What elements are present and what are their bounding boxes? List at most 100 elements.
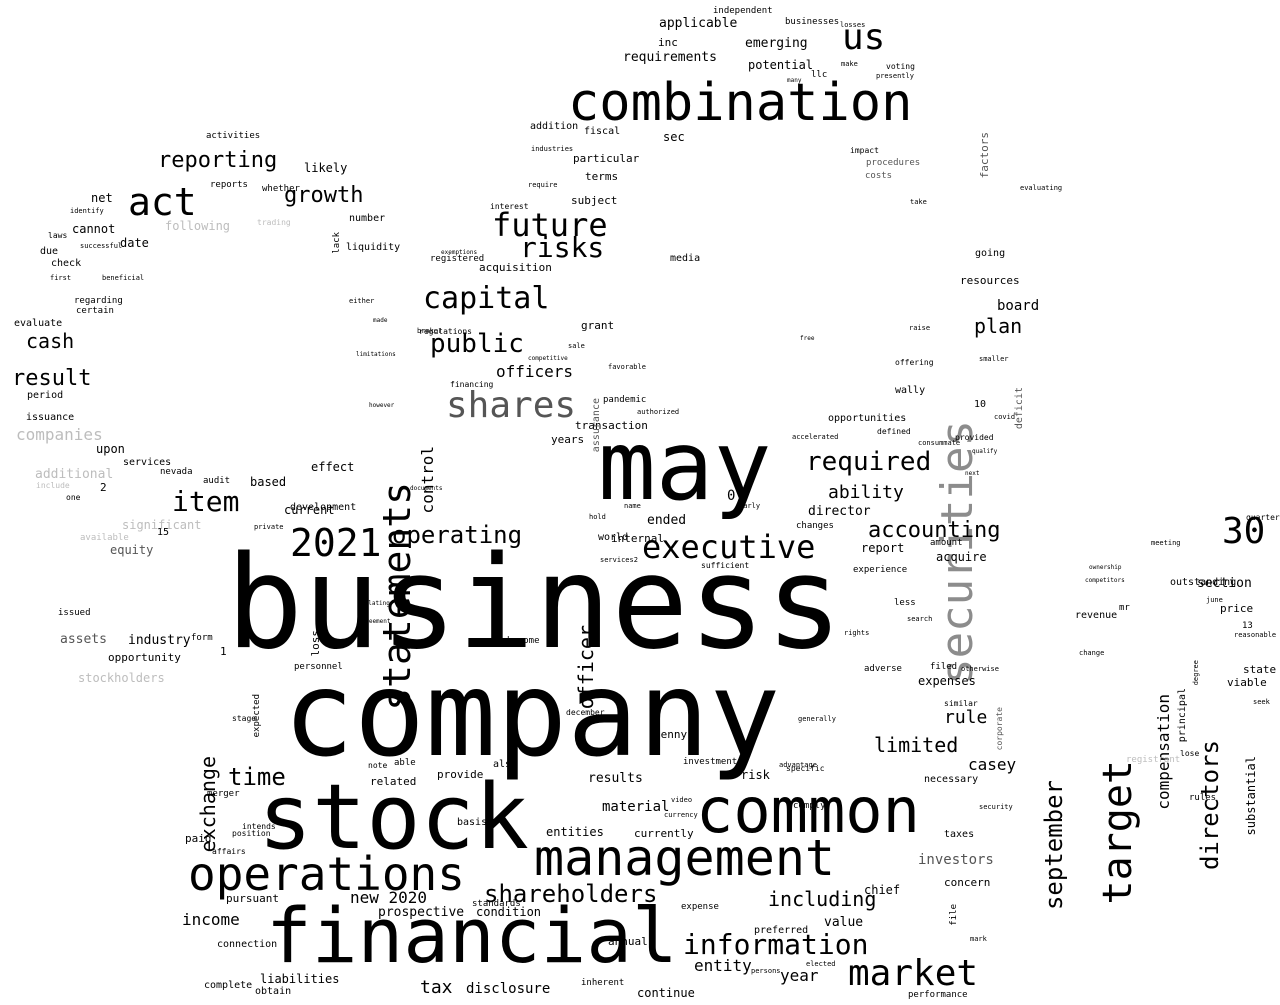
word: issued bbox=[58, 608, 91, 618]
word: pursuant bbox=[226, 892, 279, 905]
word: expenses bbox=[918, 674, 976, 688]
word: identify bbox=[70, 207, 104, 215]
word: currently bbox=[634, 827, 694, 840]
word: business bbox=[226, 529, 843, 678]
word: services2 bbox=[600, 556, 638, 564]
word: 2021 bbox=[290, 521, 382, 565]
word: name bbox=[624, 502, 641, 510]
word: basis bbox=[457, 817, 488, 828]
word: hold bbox=[589, 513, 606, 521]
word: shareholders bbox=[484, 880, 658, 908]
word: 2 bbox=[100, 481, 107, 494]
word: opportunity bbox=[108, 651, 181, 664]
word: 13 bbox=[1242, 621, 1253, 631]
word: significant bbox=[122, 518, 202, 532]
word: development bbox=[290, 502, 357, 513]
word: result bbox=[12, 366, 92, 391]
word: defined bbox=[877, 427, 911, 436]
word: trading bbox=[257, 218, 291, 227]
word: voting bbox=[886, 62, 915, 71]
word: penny bbox=[654, 728, 688, 741]
word: additional bbox=[35, 467, 114, 482]
word: 15 bbox=[157, 527, 170, 538]
word: future bbox=[492, 206, 608, 244]
word: many bbox=[787, 77, 802, 84]
word: material bbox=[602, 799, 670, 815]
word: provide bbox=[437, 768, 484, 781]
word: filed bbox=[930, 662, 958, 672]
word: wally bbox=[895, 385, 926, 396]
word: stock bbox=[258, 765, 529, 870]
word: required bbox=[806, 447, 932, 477]
word: value bbox=[824, 915, 864, 930]
word: concern bbox=[944, 876, 991, 889]
word: made bbox=[373, 317, 388, 324]
word: new 2020 bbox=[350, 888, 428, 907]
word: requirements bbox=[623, 50, 717, 65]
word: director bbox=[808, 504, 871, 519]
word: amount bbox=[930, 538, 963, 548]
word: liabilities bbox=[260, 972, 340, 986]
word: price bbox=[1220, 602, 1254, 615]
word: net bbox=[91, 191, 113, 205]
word: activities bbox=[206, 131, 261, 141]
word: however bbox=[369, 402, 395, 409]
word: substantial bbox=[1244, 756, 1258, 836]
word: offering bbox=[895, 358, 934, 367]
word: authorized bbox=[637, 408, 680, 416]
word: consummate bbox=[918, 439, 961, 447]
word: able bbox=[394, 758, 416, 768]
word: cash bbox=[26, 329, 75, 353]
word: rules bbox=[1189, 793, 1217, 803]
word: report bbox=[861, 541, 905, 555]
word: liquidity bbox=[346, 242, 401, 253]
word: 10 bbox=[974, 399, 987, 410]
word: subject bbox=[571, 194, 618, 207]
word: casey bbox=[968, 755, 1017, 774]
word: directors bbox=[1196, 740, 1224, 871]
word: reporting bbox=[158, 148, 278, 173]
word: public bbox=[430, 329, 524, 359]
word: accounting bbox=[868, 518, 1001, 543]
word: related bbox=[370, 775, 417, 788]
word: require bbox=[528, 181, 558, 189]
word: relating bbox=[361, 600, 390, 607]
word: meeting bbox=[1151, 539, 1181, 547]
word: seek bbox=[1253, 698, 1270, 706]
word: current bbox=[284, 503, 335, 517]
word: chief bbox=[864, 883, 901, 897]
word: check bbox=[51, 258, 82, 269]
word: advantage bbox=[779, 761, 817, 769]
word: upon bbox=[96, 442, 125, 456]
word: investors bbox=[918, 852, 994, 868]
word: financial bbox=[266, 891, 678, 980]
word: june bbox=[1206, 596, 1223, 604]
word: industries bbox=[531, 145, 574, 153]
word: date bbox=[120, 236, 149, 250]
word: successful bbox=[80, 242, 123, 250]
word: regarding bbox=[74, 296, 123, 306]
word: ability bbox=[828, 482, 904, 503]
word: agreement bbox=[358, 618, 391, 625]
word: risk bbox=[741, 768, 770, 782]
word: first bbox=[50, 274, 72, 282]
word: position bbox=[232, 829, 271, 838]
word: statements bbox=[375, 482, 419, 711]
word: pandemic bbox=[603, 395, 647, 405]
word: market bbox=[848, 953, 979, 994]
word: information bbox=[683, 928, 869, 961]
word: intends bbox=[242, 822, 276, 831]
word: inherent bbox=[581, 978, 625, 988]
word: acquisition bbox=[479, 261, 552, 274]
word: sufficient bbox=[701, 561, 750, 570]
word: deficit bbox=[1014, 387, 1025, 430]
word: capital bbox=[423, 281, 550, 316]
word: independent bbox=[713, 6, 773, 16]
word: early bbox=[739, 502, 761, 510]
word: presently bbox=[876, 72, 914, 80]
word: target bbox=[1095, 760, 1141, 905]
word: accelerated bbox=[792, 433, 839, 441]
word: media bbox=[670, 253, 701, 264]
word: state bbox=[1243, 663, 1277, 676]
word: based bbox=[250, 475, 287, 489]
